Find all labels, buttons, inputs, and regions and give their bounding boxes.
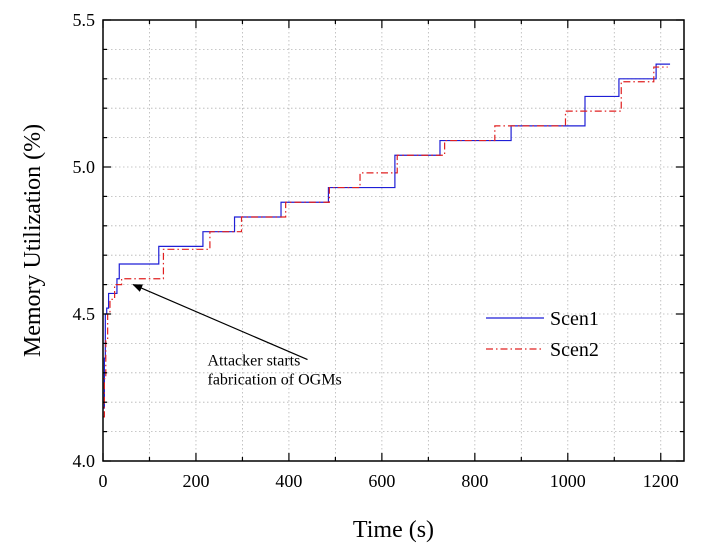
legend-label: Scen2 [550, 339, 599, 361]
legend: Scen1 Scen2 [486, 308, 599, 361]
x-tick-label: 1000 [550, 471, 586, 491]
x-tick-label: 600 [368, 471, 395, 491]
annotation-arrow [132, 284, 308, 361]
x-tick-label: 1200 [643, 471, 679, 491]
annotations: Attacker starts fabrication of OGMs [132, 284, 342, 388]
y-tick-label: 4.0 [73, 451, 96, 471]
series-line-scen1 [103, 63, 671, 409]
legend-label: Scen1 [550, 308, 599, 330]
x-tick-label: 400 [275, 471, 302, 491]
grid [103, 20, 684, 461]
axis-ticks [102, 19, 684, 462]
y-axis-label: Memory Utilization (%) [20, 124, 46, 357]
annotation-text: Attacker starts fabrication of OGMs [208, 352, 342, 388]
x-tick-label: 0 [99, 471, 108, 491]
tick-labels: 0 200 400 600 800 1000 1200 4.0 4.5 5.0 5.5 [73, 10, 679, 491]
y-tick-label: 5.0 [73, 157, 96, 177]
plot-frame [102, 19, 685, 462]
y-tick-label: 4.5 [73, 304, 96, 324]
y-tick-label: 5.5 [73, 10, 96, 30]
x-tick-label: 800 [461, 471, 488, 491]
x-axis-label: Time (s) [353, 517, 434, 543]
x-tick-label: 200 [182, 471, 209, 491]
